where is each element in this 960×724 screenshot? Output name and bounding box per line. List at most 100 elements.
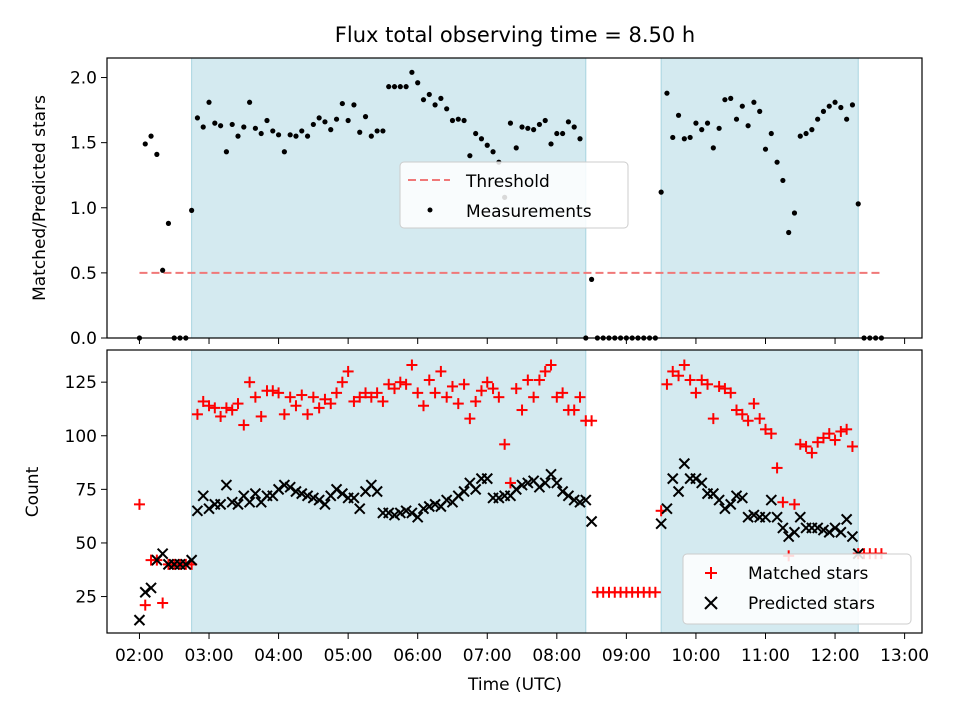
predicted-star-point: [411, 511, 424, 523]
predicted-star-point: [655, 517, 667, 530]
measurement-point: [154, 151, 160, 157]
measurements-legend-swatch: [427, 207, 433, 213]
matched-star-point: [412, 387, 424, 399]
measurement-point: [165, 220, 172, 226]
measurements-legend-label: Measurements: [466, 202, 592, 222]
matched-star-point: [487, 383, 499, 395]
measurement-point: [751, 99, 757, 105]
measurement-point: [235, 133, 241, 139]
matched-star-point: [812, 436, 824, 448]
count-panel: 25 50 75 100 125 02:00 03:00 04:00 05:00 06:00 07…: [23, 349, 929, 695]
matched-star-point: [446, 380, 458, 392]
predicted-star-point: [771, 511, 783, 523]
measurement-point: [844, 116, 850, 122]
matched-star-point: [493, 391, 505, 403]
matched-star-point: [354, 391, 366, 403]
matched-star-point: [133, 498, 145, 510]
matched-star-point: [267, 385, 279, 397]
ratio-legend-box: [399, 161, 629, 229]
measurement-point: [838, 104, 844, 111]
x-tick-label: 12:00: [811, 646, 860, 666]
predicted-star-point: [545, 468, 557, 481]
predicted-star-point: [696, 477, 708, 489]
predicted-star-point: [319, 498, 331, 511]
matched-star-point: [777, 496, 789, 508]
predicted-star-point: [551, 477, 563, 489]
measurement-point: [693, 120, 699, 126]
measurement-point: [826, 103, 832, 109]
matched-star-point: [464, 413, 476, 425]
matched-star-point: [400, 378, 412, 390]
measurement-point: [560, 130, 566, 137]
measurement-point: [189, 207, 195, 213]
y-tick-label: 100: [65, 427, 97, 447]
measurement-point: [577, 136, 583, 142]
matched-star-point: [667, 365, 679, 377]
measurement-point: [287, 132, 293, 138]
matched-star-point: [794, 438, 806, 450]
measurement-point: [658, 189, 664, 195]
matched-star-point: [539, 365, 551, 377]
matched-star-point: [765, 428, 777, 440]
measurement-point: [832, 99, 838, 105]
measurement-point: [200, 124, 206, 130]
ratio-panel: 0.00.51.01.52.0 Matched/Predicted stars …: [30, 57, 923, 349]
measurement-point: [473, 130, 479, 137]
predicted-star-point: [840, 513, 853, 526]
matched-star-point: [157, 597, 169, 609]
measurement-point: [815, 116, 821, 122]
matched-star-point: [702, 378, 714, 390]
x-tick-label: 09:00: [602, 646, 651, 666]
y-tick-label: 0.0: [70, 329, 97, 349]
matched-star-point: [545, 359, 557, 371]
y-tick-label: 125: [65, 373, 97, 393]
measurement-point: [345, 117, 351, 124]
measurement-point: [386, 84, 392, 90]
x-tick-label: 05:00: [324, 646, 373, 666]
measurement-point: [855, 201, 861, 207]
measurement-point: [339, 100, 345, 107]
matched-star-point: [226, 404, 238, 416]
matched-star-point: [423, 374, 435, 386]
measurement-point: [681, 136, 687, 142]
measurement-point: [264, 117, 270, 124]
predicted-star-point: [719, 502, 731, 515]
x-tick-label: 10:00: [671, 646, 720, 666]
measurement-point: [299, 128, 305, 134]
x-tick-label: 13:00: [880, 646, 929, 666]
matched-star-point: [829, 434, 841, 446]
matched-star-point: [759, 423, 771, 435]
measurement-point: [542, 117, 548, 124]
measurement-point: [536, 121, 543, 128]
predicted-star-point: [156, 547, 169, 560]
predicted-star-point: [794, 511, 806, 523]
predicted-star-point: [533, 481, 546, 493]
measurement-point: [490, 149, 496, 155]
measurement-point: [270, 128, 276, 134]
measurement-point: [246, 99, 253, 105]
measurement-point: [699, 127, 705, 133]
matched-star-point: [684, 374, 696, 386]
matched-star-point: [533, 374, 545, 386]
matched-star-point: [806, 447, 818, 459]
matched-star-point: [661, 378, 673, 390]
matched-star-point: [336, 376, 348, 388]
matched-star-point: [249, 391, 261, 403]
matched-star-point: [586, 415, 598, 427]
matched-star-point: [348, 395, 360, 407]
predicted-star-point: [203, 502, 215, 515]
ratio-panel-frame: [106, 57, 923, 339]
predicted-star-point: [232, 498, 244, 511]
measurement-point: [380, 128, 386, 134]
matched-star-point: [707, 413, 719, 425]
measurement-point: [241, 124, 247, 130]
measurement-point: [774, 159, 780, 165]
predicted-star-point: [214, 498, 227, 511]
measurement-point: [786, 229, 792, 236]
measurement-point: [148, 133, 154, 139]
predicted-star-point: [725, 498, 737, 511]
measurement-point: [710, 145, 716, 151]
y-tick-label: 75: [75, 480, 97, 500]
measurement-point: [397, 84, 403, 90]
matched-star-point: [197, 395, 209, 407]
